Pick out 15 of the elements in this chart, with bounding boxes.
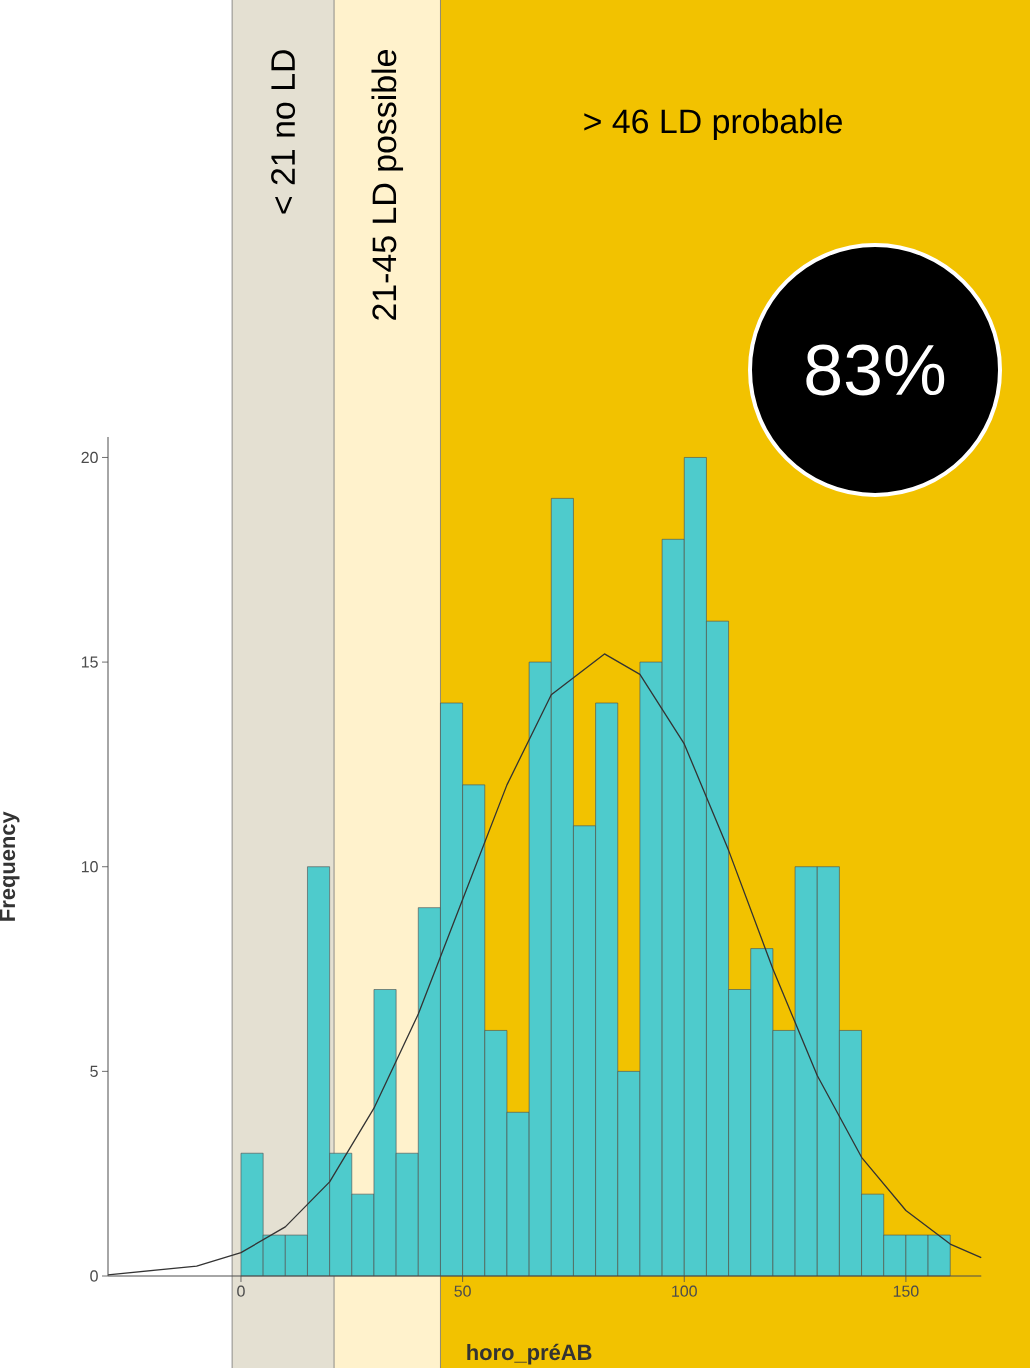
x-tick-label: 0 <box>237 1285 245 1297</box>
x-axis-title: horo_préAB <box>467 1343 592 1365</box>
x-tick-label: 100 <box>672 1285 697 1297</box>
y-tick-label: 20 <box>81 451 98 464</box>
y-tick-label: 5 <box>90 1065 98 1077</box>
text: 83% <box>806 344 945 396</box>
x-tick-label: 50 <box>454 1285 471 1297</box>
x-tick-label: 150 <box>893 1285 919 1297</box>
y-axis-title: Frequency <box>0 811 20 921</box>
band-label: > 46 LD probable <box>584 108 842 141</box>
band-label: < 21 no LD <box>271 50 296 214</box>
y-tick-label: 0 <box>90 1270 98 1282</box>
band-label: 21-45 LD possible <box>371 50 404 320</box>
y-tick-label: 15 <box>81 656 98 668</box>
y-tick-label: 10 <box>81 861 98 873</box>
